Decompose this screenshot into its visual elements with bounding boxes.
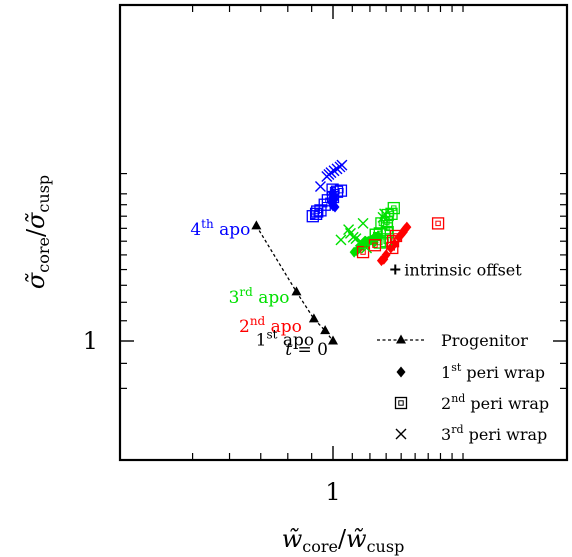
progenitor-point: [320, 325, 331, 335]
annotation-rest: apo: [214, 220, 251, 240]
legend-rest: peri wrap: [464, 425, 548, 444]
annotation-ord: 2: [239, 317, 250, 337]
square-inner: [314, 208, 320, 215]
peri_2-point: [311, 205, 324, 218]
square-inner: [360, 249, 366, 255]
legend-ord: 3: [441, 425, 451, 444]
peri_3-point: [343, 224, 355, 236]
square-outer: [334, 184, 348, 197]
plot-frame: [118, 3, 569, 462]
legend-label-peri_2: 2nd peri wrap: [441, 392, 549, 413]
square-inner: [372, 242, 378, 248]
peri_2-point: [431, 217, 445, 230]
peri_3-point: [361, 242, 373, 254]
square-outer: [306, 210, 319, 223]
square-outer: [356, 245, 370, 259]
square-outer: [431, 217, 445, 230]
peri_3-point: [321, 171, 333, 182]
legend-ord: 2: [441, 394, 451, 413]
y-axis-label: σ̃core/σ̃cusp: [22, 175, 53, 289]
progenitor-point: [328, 335, 338, 345]
peri_1-point: [379, 253, 389, 265]
annotation-ord: 1: [256, 331, 267, 351]
annotation-sup: th: [201, 217, 214, 231]
annotation-ord: 3: [229, 288, 240, 308]
peri_1-point: [402, 221, 412, 233]
progenitor-point: [291, 286, 302, 296]
y-tick-label-1: 1: [83, 327, 98, 355]
legend-progenitor-marker: [396, 334, 406, 344]
legend-rest: peri wrap: [465, 394, 549, 413]
peri_2-point: [386, 241, 399, 255]
x-tick-label-1: 1: [325, 478, 340, 506]
legend-sup: st: [451, 361, 462, 374]
square-outer: [381, 208, 394, 222]
annotation-ord: 4: [190, 220, 201, 240]
square-outer: [386, 235, 400, 248]
legend-label-peri_3: 3rd peri wrap: [441, 423, 547, 444]
peri_2-point: [356, 245, 370, 259]
legend-peri_1-marker: [396, 366, 406, 378]
peri_2-point: [334, 184, 348, 197]
annotation-rest: = 0: [292, 340, 328, 360]
square-outer: [311, 205, 324, 218]
peri_3-point: [379, 208, 391, 220]
peri_3-point: [335, 234, 347, 246]
progenitor-series: [251, 220, 338, 345]
legend-ord: 1: [441, 363, 451, 382]
annotation-apo_4: 4th apo: [190, 217, 250, 240]
annotation-rest: apo: [253, 288, 290, 308]
intrinsic-offset-marker: [390, 264, 401, 275]
peri-wrap-points: [306, 159, 445, 267]
annotation-rest: apo: [277, 331, 314, 351]
peri_3-point: [347, 231, 359, 243]
peri_3-point: [331, 163, 343, 175]
square-inner: [435, 220, 441, 227]
annotation-t: t: [285, 340, 292, 360]
intrinsic-offset-label: intrinsic offset: [404, 261, 522, 280]
axis-ticks: [120, 5, 567, 460]
square-outer: [386, 241, 399, 255]
peri_1-point: [381, 249, 391, 261]
x-axis-label: w̃core/w̃cusp: [282, 525, 405, 556]
peri_2-point: [306, 210, 319, 223]
peri_3-point: [334, 161, 346, 173]
square-inner: [338, 187, 344, 194]
square-inner: [310, 213, 316, 219]
legend-peri_2-marker: [394, 396, 408, 410]
legend-sup: nd: [451, 392, 465, 405]
progenitor-point: [251, 220, 262, 230]
legend-label-progenitor: Progenitor: [441, 331, 528, 350]
annotation-apo_3: 3rd apo: [229, 285, 290, 308]
annotation-apo_1: 1st apo: [256, 328, 314, 351]
annotation-apo_2: 2nd apo: [239, 314, 302, 337]
square-inner: [389, 245, 395, 251]
annotation-progenitor: t = 0: [285, 340, 328, 360]
square-inner: [390, 238, 396, 244]
legend-rest: peri wrap: [461, 363, 545, 382]
legend-peri_3-marker: [395, 428, 407, 440]
annotation-sup: st: [267, 328, 278, 342]
legend-sup: rd: [451, 423, 463, 436]
annotation-sup: rd: [239, 285, 253, 299]
legend-label-peri_1: 1st peri wrap: [441, 361, 545, 382]
peri_3-point: [328, 165, 340, 177]
peri_3-point: [377, 211, 389, 223]
square-outer: [394, 396, 408, 410]
progenitor-point: [308, 313, 319, 323]
peri_2-point: [386, 235, 400, 248]
square-inner: [398, 400, 404, 406]
annotation-rest: apo: [265, 317, 302, 337]
peri_3-point: [357, 217, 369, 229]
peri_3-point: [314, 181, 326, 193]
annotation-sup: nd: [250, 314, 266, 328]
progenitor-line: [255, 225, 334, 342]
square-outer: [321, 194, 335, 207]
